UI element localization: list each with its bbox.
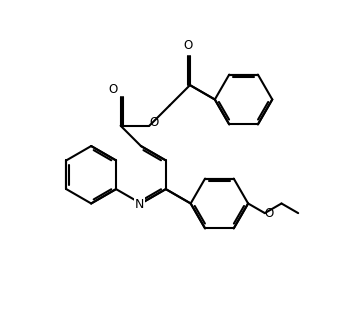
Text: O: O: [149, 116, 159, 129]
Text: O: O: [184, 39, 193, 52]
Text: O: O: [108, 83, 118, 96]
Text: N: N: [135, 198, 144, 211]
Text: O: O: [265, 207, 274, 220]
